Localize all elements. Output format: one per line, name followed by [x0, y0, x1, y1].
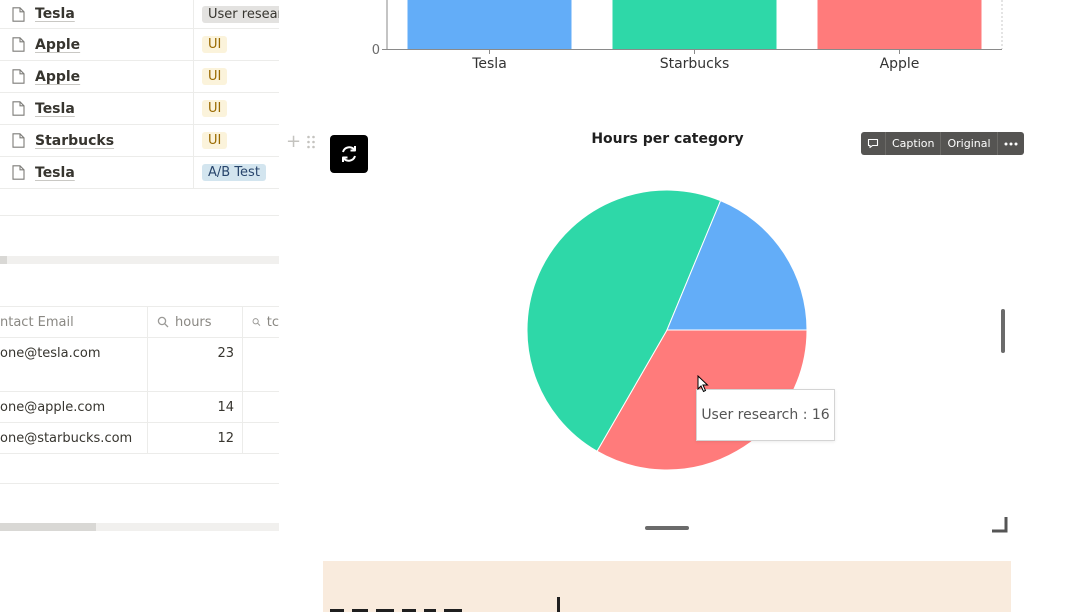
page-icon	[12, 6, 25, 22]
comment-icon	[867, 138, 879, 149]
refresh-button[interactable]	[330, 135, 368, 173]
resize-handle-vertical[interactable]	[1001, 309, 1005, 353]
scrollbar-thumb[interactable]	[0, 256, 7, 264]
x-tick-label: Starbucks	[660, 56, 730, 72]
y-tick-label: 0	[372, 43, 380, 58]
x-tick-label: Tesla	[471, 56, 507, 72]
table-row[interactable]: one@starbucks.com 12	[0, 423, 279, 454]
hours-cell[interactable]: 14	[217, 400, 234, 415]
name-cell[interactable]: Tesla	[0, 0, 194, 28]
database-table-2: ntact Email hours tc one@tesla.com 23 on…	[0, 306, 279, 454]
table-row[interactable]: Tesla User research	[0, 0, 279, 29]
divider	[0, 483, 279, 484]
search-icon	[157, 316, 169, 328]
table-row[interactable]: one@apple.com 14	[0, 392, 279, 423]
hours-cell[interactable]: 12	[217, 431, 234, 446]
email-cell[interactable]: one@apple.com	[0, 400, 106, 415]
column-header-3[interactable]: tc	[243, 307, 279, 337]
chart-title: Hours per category	[591, 131, 744, 147]
cropped-heading-fragment	[330, 597, 560, 612]
column-header-hours[interactable]: hours	[148, 307, 243, 337]
row-title[interactable]: Apple	[35, 36, 81, 53]
table-row[interactable]: Starbucks UI	[0, 125, 279, 157]
name-cell[interactable]: Tesla	[0, 93, 194, 124]
email-cell[interactable]: one@starbucks.com	[0, 431, 133, 446]
page-icon	[12, 101, 25, 116]
tag-cell[interactable]: User research	[194, 0, 279, 28]
name-cell[interactable]: Starbucks	[0, 125, 194, 156]
chart-tooltip: User research : 16	[696, 389, 835, 441]
pie-slice[interactable]	[526, 189, 722, 452]
page-icon	[12, 37, 25, 52]
search-icon	[252, 318, 261, 326]
tag-cell[interactable]: UI	[194, 61, 279, 92]
tag-badge: UI	[202, 100, 228, 117]
table-row[interactable]: Tesla UI	[0, 93, 279, 125]
resize-corner-icon[interactable]	[990, 515, 1008, 533]
tag-cell[interactable]: UI	[194, 29, 279, 60]
page-icon	[12, 165, 25, 180]
hours-cell[interactable]: 23	[217, 346, 234, 361]
page-icon	[12, 69, 25, 84]
resize-handle-horizontal[interactable]	[645, 526, 689, 530]
table-row[interactable]: one@tesla.com 23	[0, 338, 279, 392]
bar-apple[interactable]	[817, 0, 982, 49]
table-header: ntact Email hours tc	[0, 306, 279, 338]
more-icon	[1004, 142, 1018, 145]
row-title[interactable]: Tesla	[35, 100, 75, 117]
original-button[interactable]: Original	[941, 132, 998, 155]
tag-cell[interactable]: UI	[194, 125, 279, 156]
plus-icon[interactable]: +	[286, 131, 302, 152]
more-button[interactable]	[998, 132, 1024, 155]
drag-handle-icon[interactable]	[306, 135, 316, 149]
bar-tesla[interactable]	[407, 0, 572, 49]
comment-button[interactable]	[861, 132, 886, 155]
page-icon	[12, 133, 25, 148]
tag-badge: UI	[202, 132, 228, 149]
chart-toolbar: Caption Original	[861, 132, 1024, 155]
table-row[interactable]: Apple UI	[0, 29, 279, 61]
row-title[interactable]: Apple	[35, 68, 81, 85]
caption-button[interactable]: Caption	[886, 132, 942, 155]
horizontal-scrollbar[interactable]	[0, 256, 279, 264]
row-title[interactable]: Starbucks	[35, 132, 115, 149]
bar-starbucks[interactable]	[612, 0, 777, 49]
table-row[interactable]: Tesla A/B Test	[0, 157, 279, 189]
scrollbar-thumb[interactable]	[0, 523, 96, 531]
name-cell[interactable]: Apple	[0, 29, 194, 60]
email-cell[interactable]: one@tesla.com	[0, 346, 101, 361]
tag-cell[interactable]: UI	[194, 93, 279, 124]
tag-badge: A/B Test	[202, 164, 266, 181]
column-header-email[interactable]: ntact Email	[0, 307, 148, 337]
divider	[0, 215, 279, 216]
tag-cell[interactable]: A/B Test	[194, 157, 279, 188]
bar-chart: 0 Tesla Starbucks Apple	[372, 0, 1003, 72]
callout-block	[323, 561, 1011, 612]
table-row[interactable]: Apple UI	[0, 61, 279, 93]
tag-badge: UI	[202, 36, 228, 53]
mouse-cursor-icon	[697, 375, 709, 393]
pie-slice[interactable]	[666, 200, 808, 331]
x-tick-label: Apple	[880, 56, 920, 72]
tag-badge: UI	[202, 68, 228, 85]
horizontal-scrollbar[interactable]	[0, 523, 279, 531]
row-title[interactable]: Tesla	[35, 164, 75, 181]
tag-badge: User research	[202, 5, 279, 23]
refresh-icon	[342, 146, 356, 162]
row-title[interactable]: Tesla	[35, 6, 75, 22]
name-cell[interactable]: Tesla	[0, 157, 194, 188]
name-cell[interactable]: Apple	[0, 61, 194, 92]
